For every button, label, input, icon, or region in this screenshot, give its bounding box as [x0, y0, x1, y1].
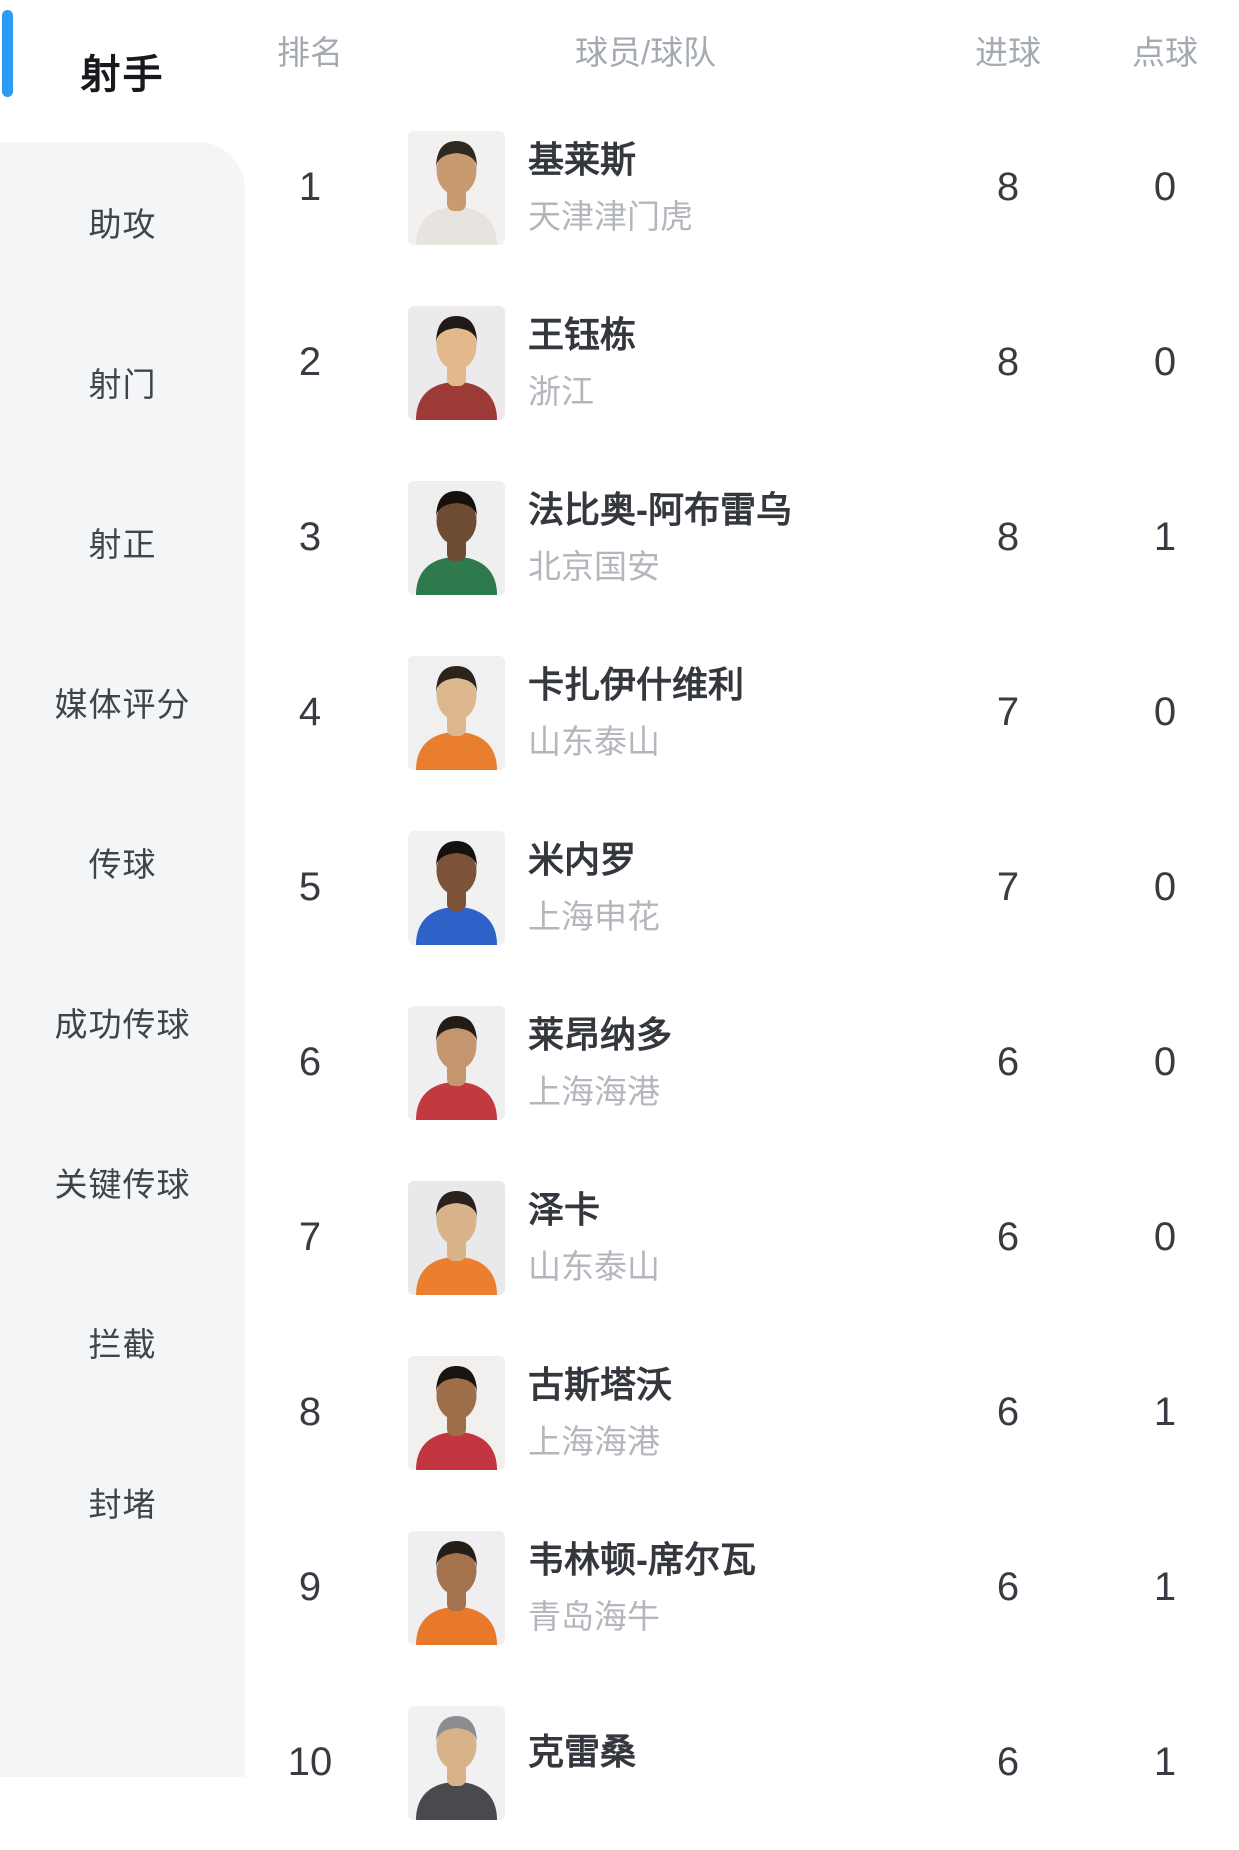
sidebar-item-key-passes[interactable]: 关键传球 — [54, 1166, 191, 1203]
sidebar-item-label: 射手 — [80, 53, 165, 97]
table-row[interactable]: 7 泽卡 山东泰山 6 0 — [245, 1150, 1239, 1325]
player-team: 山东泰山 — [528, 1248, 660, 1285]
player-photo — [408, 480, 505, 595]
table-row[interactable]: 6 莱昂纳多 上海海港 6 0 — [245, 975, 1239, 1150]
goals-value: 6 — [996, 1215, 1020, 1259]
column-rank: 排名 — [277, 34, 343, 71]
scorers-table: 排名 球员/球队 进球 点球 1 基莱斯 天津津门虎 8 0 2 王钰 — [245, 0, 1239, 1820]
rank-value: 10 — [287, 1740, 333, 1784]
player-photo — [408, 1180, 505, 1295]
player-photo — [408, 305, 505, 420]
player-name: 米内罗 — [528, 839, 637, 880]
player-photo — [408, 1355, 505, 1470]
stats-category-sidebar: 射手 助攻 射门 射正 媒体评分 传球 成功传球 关键传球 拦截 封堵 — [0, 0, 245, 1777]
player-photo — [408, 1005, 505, 1120]
rank-value: 9 — [298, 1565, 322, 1609]
player-name: 王钰栋 — [528, 314, 637, 355]
column-goals: 进球 — [975, 34, 1041, 71]
rank-value: 4 — [298, 690, 322, 734]
player-photo — [408, 830, 505, 945]
table-row[interactable]: 8 古斯塔沃 上海海港 6 1 — [245, 1325, 1239, 1500]
penalties-value: 0 — [1153, 865, 1177, 909]
player-photo — [408, 130, 505, 245]
player-team: 北京国安 — [528, 548, 660, 585]
player-name: 卡扎伊什维利 — [528, 664, 745, 705]
rank-value: 2 — [298, 340, 322, 384]
sidebar-item-shots[interactable]: 射门 — [88, 366, 157, 403]
penalties-value: 0 — [1153, 1215, 1177, 1259]
penalties-value: 1 — [1153, 1740, 1177, 1784]
rank-value: 5 — [298, 865, 322, 909]
sidebar-item-interceptions[interactable]: 拦截 — [88, 1326, 157, 1363]
goals-value: 6 — [996, 1040, 1020, 1084]
player-name: 韦林顿-席尔瓦 — [528, 1539, 756, 1580]
penalties-value: 0 — [1153, 340, 1177, 384]
player-name: 莱昂纳多 — [528, 1014, 673, 1055]
player-team: 青岛海牛 — [528, 1598, 660, 1635]
penalties-value: 1 — [1153, 1390, 1177, 1434]
rank-value: 8 — [298, 1390, 322, 1434]
player-name: 克雷桑 — [528, 1730, 637, 1772]
player-photo — [408, 1705, 505, 1820]
player-team: 浙江 — [528, 373, 594, 410]
rank-value: 1 — [298, 165, 322, 209]
table-body: 1 基莱斯 天津津门虎 8 0 2 王钰栋 浙江 8 0 3 — [245, 100, 1239, 1850]
goals-value: 6 — [996, 1390, 1020, 1434]
penalties-value: 0 — [1153, 165, 1177, 209]
table-row[interactable]: 10 克雷桑 6 1 — [245, 1675, 1239, 1850]
table-row[interactable]: 1 基莱斯 天津津门虎 8 0 — [245, 100, 1239, 275]
penalties-value: 1 — [1153, 1565, 1177, 1609]
sidebar-tab-panel: 助攻 射门 射正 媒体评分 传球 成功传球 关键传球 拦截 封堵 — [0, 142, 245, 1777]
table-row[interactable]: 9 韦林顿-席尔瓦 青岛海牛 6 1 — [245, 1500, 1239, 1675]
player-team: 天津津门虎 — [528, 198, 693, 235]
table-row[interactable]: 4 卡扎伊什维利 山东泰山 7 0 — [245, 625, 1239, 800]
player-name: 古斯塔沃 — [528, 1364, 673, 1405]
goals-value: 6 — [996, 1565, 1020, 1609]
table-row[interactable]: 5 米内罗 上海申花 7 0 — [245, 800, 1239, 975]
player-name: 泽卡 — [528, 1189, 601, 1230]
table-header: 排名 球员/球队 进球 点球 — [245, 0, 1239, 100]
player-team: 上海海港 — [528, 1423, 660, 1460]
table-row[interactable]: 3 法比奥-阿布雷乌 北京国安 8 1 — [245, 450, 1239, 625]
penalties-value: 0 — [1153, 690, 1177, 734]
player-name: 基莱斯 — [528, 139, 637, 180]
player-photo — [408, 1530, 505, 1645]
sidebar-item-shots-on-target[interactable]: 射正 — [88, 526, 157, 563]
table-row[interactable]: 2 王钰栋 浙江 8 0 — [245, 275, 1239, 450]
rank-value: 3 — [298, 515, 322, 559]
column-player-team: 球员/球队 — [575, 34, 717, 71]
goals-value: 7 — [996, 690, 1020, 734]
sidebar-item-successful-passes[interactable]: 成功传球 — [54, 1006, 191, 1043]
active-tab-indicator — [2, 10, 13, 97]
penalties-value: 0 — [1153, 1040, 1177, 1084]
player-team: 上海海港 — [528, 1073, 660, 1110]
goals-value: 8 — [996, 340, 1020, 384]
goals-value: 8 — [996, 165, 1020, 209]
player-name: 法比奥-阿布雷乌 — [528, 489, 792, 530]
player-team: 山东泰山 — [528, 723, 660, 760]
goals-value: 7 — [996, 865, 1020, 909]
sidebar-item-assists[interactable]: 助攻 — [88, 206, 157, 243]
column-penalties: 点球 — [1132, 34, 1198, 71]
sidebar-item-blocks[interactable]: 封堵 — [88, 1486, 157, 1523]
rank-value: 6 — [298, 1040, 322, 1084]
goals-value: 6 — [996, 1740, 1020, 1784]
player-team: 上海申花 — [528, 898, 660, 935]
sidebar-item-scorers[interactable]: 射手 — [0, 0, 245, 142]
penalties-value: 1 — [1153, 515, 1177, 559]
player-photo — [408, 655, 505, 770]
sidebar-item-passes[interactable]: 传球 — [88, 846, 157, 883]
goals-value: 8 — [996, 515, 1020, 559]
rank-value: 7 — [298, 1215, 322, 1259]
sidebar-item-media-rating[interactable]: 媒体评分 — [54, 686, 191, 723]
